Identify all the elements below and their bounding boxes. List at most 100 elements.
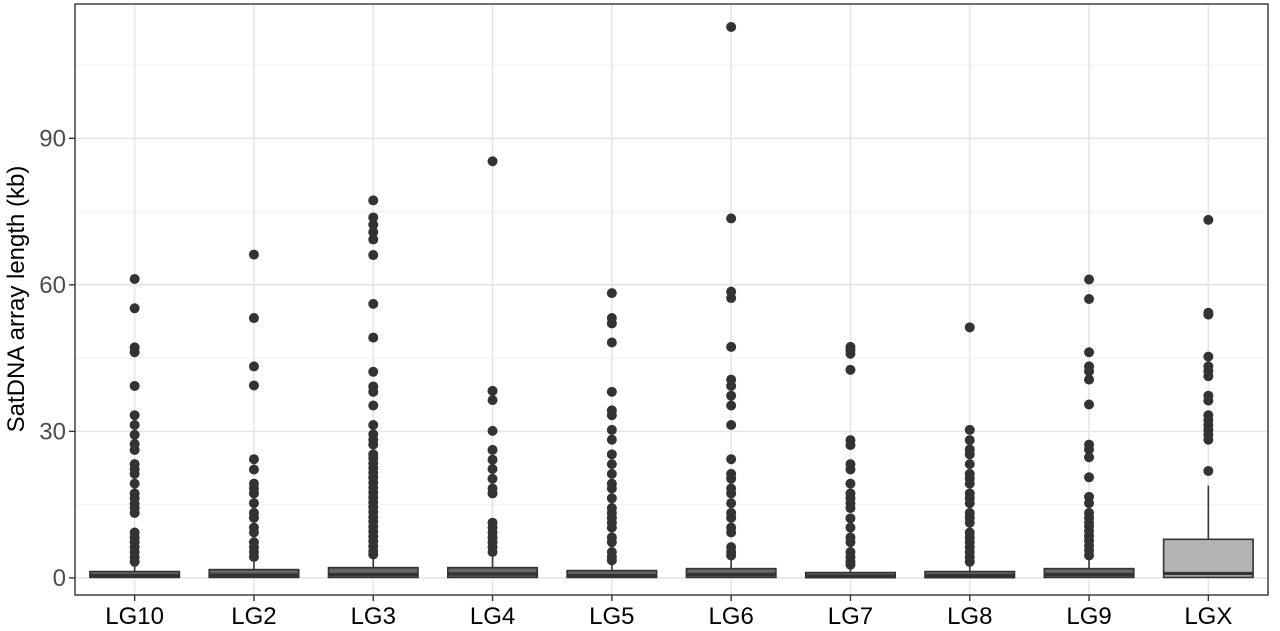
plot-panel-border (74, 3, 1269, 596)
outlier-point (368, 366, 379, 377)
box-lg8 (924, 565, 1016, 579)
iqr-box (327, 566, 419, 579)
outlier-point (606, 288, 617, 299)
outlier-point (845, 348, 856, 359)
outlier-point (964, 449, 975, 460)
y-tick-label: 60 (39, 272, 66, 299)
outlier-point (606, 537, 617, 548)
outlier-point (248, 488, 259, 499)
outlier-point (726, 498, 737, 509)
x-tick-label: LG8 (947, 603, 992, 630)
outlier-point (248, 527, 259, 538)
outlier-point (129, 507, 140, 518)
outlier-point (368, 195, 379, 206)
outlier-point (129, 420, 140, 431)
outlier-point (368, 298, 379, 309)
outlier-point (964, 435, 975, 446)
box-lg10 (89, 565, 181, 579)
outlier-point (487, 395, 498, 406)
outlier-point (487, 454, 498, 465)
outlier-point (726, 420, 737, 431)
outlier-point (487, 156, 498, 167)
outlier-point (248, 454, 259, 465)
box-lg5 (566, 563, 658, 579)
outlier-point (726, 380, 737, 391)
outlier-point (606, 449, 617, 460)
outlier-point (964, 424, 975, 435)
outlier-point (368, 439, 379, 450)
outlier-point (726, 488, 737, 499)
outlier-point (726, 21, 737, 32)
outlier-point (964, 322, 975, 333)
x-tick-label: LG9 (1066, 603, 1111, 630)
outlier-point (368, 549, 379, 560)
outlier-point (368, 234, 379, 245)
outlier-point (964, 478, 975, 489)
box-lg2 (208, 561, 300, 579)
box-lg6 (685, 558, 777, 579)
outlier-point (1084, 550, 1095, 561)
outlier-point (129, 380, 140, 391)
x-tick-label: LG4 (470, 603, 515, 630)
outlier-point (726, 473, 737, 484)
outlier-point (726, 213, 737, 224)
outlier-point (129, 410, 140, 421)
outlier-point (845, 537, 856, 548)
outlier-point (368, 250, 379, 261)
outlier-point (129, 468, 140, 479)
outlier-point (1084, 399, 1095, 410)
outlier-point (726, 293, 737, 304)
axes-layer: 0 30 60 90 LG10 LG2 LG3 LG4 LG5 LG6 LG7 LG8 LG9 LGX (39, 125, 1232, 630)
outlier-point (129, 273, 140, 284)
outlier-point (129, 303, 140, 314)
outlier-point (964, 517, 975, 528)
box-lg3 (327, 557, 419, 579)
outlier-point (606, 386, 617, 397)
outlier-point (248, 551, 259, 562)
outlier-point (726, 550, 737, 561)
outlier-point (1203, 434, 1214, 445)
outlier-point (368, 400, 379, 411)
outlier-point (1084, 294, 1095, 305)
outlier-point (1084, 498, 1095, 509)
outlier-point (606, 434, 617, 445)
x-tick-label: LG5 (589, 603, 634, 630)
outlier-point (487, 444, 498, 455)
outlier-point (487, 547, 498, 558)
outlier-point (1203, 465, 1214, 476)
outlier-point (964, 498, 975, 509)
boxes-layer (89, 485, 1254, 579)
outlier-point (845, 464, 856, 475)
outlier-point (248, 380, 259, 391)
outlier-point (606, 555, 617, 566)
outlier-point (1203, 309, 1214, 320)
outlier-point (368, 219, 379, 230)
outlier-point (487, 473, 498, 484)
outlier-point (606, 318, 617, 329)
outlier-point (964, 459, 975, 470)
x-tick-label: LGX (1184, 603, 1232, 630)
outlier-point (606, 483, 617, 494)
outlier-point (606, 493, 617, 504)
outlier-point (726, 390, 737, 401)
outlier-point (726, 512, 737, 523)
outlier-point (726, 454, 737, 465)
outlier-point (606, 522, 617, 533)
y-tick-label: 90 (39, 125, 66, 152)
outlier-point (1084, 444, 1095, 455)
outlier-point (1203, 395, 1214, 406)
outlier-point (368, 332, 379, 343)
outlier-point (487, 488, 498, 499)
x-tick-label: LG3 (351, 603, 396, 630)
outlier-point (845, 513, 856, 524)
outlier-point (487, 425, 498, 436)
outlier-point (487, 463, 498, 474)
outlier-point (129, 347, 140, 358)
outlier-point (1084, 274, 1095, 285)
box-lg4 (447, 556, 539, 579)
outlier-point (726, 341, 737, 352)
outlier-point (1084, 374, 1095, 385)
outlier-point (1084, 472, 1095, 483)
outlier-point (129, 556, 140, 567)
